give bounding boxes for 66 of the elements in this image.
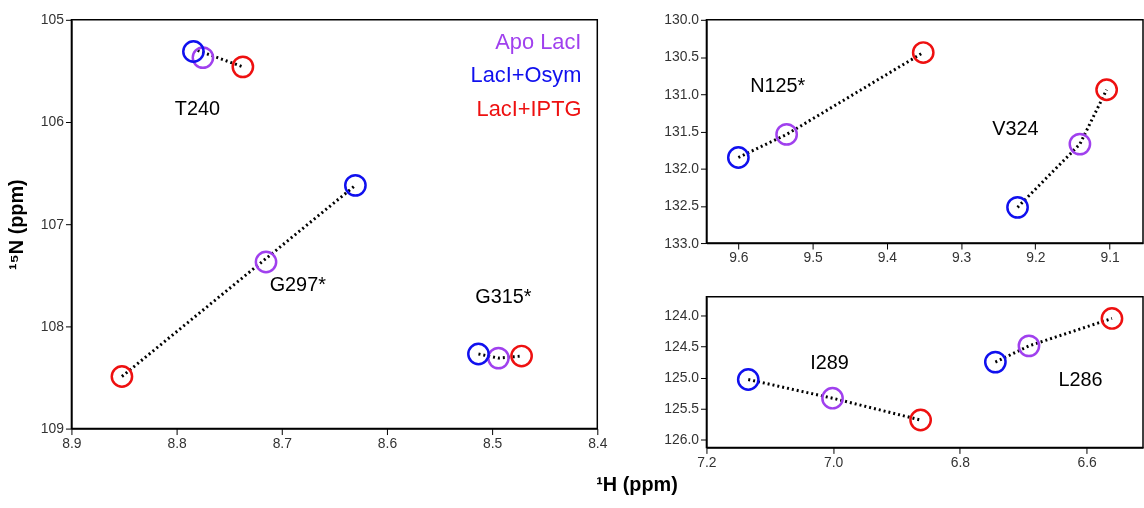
- x-tick-label: 8.5: [482, 434, 503, 451]
- point: [344, 173, 367, 197]
- text: LacI+IPTG: [476, 96, 582, 122]
- x-tick-label: 8.7: [272, 434, 293, 451]
- y-tick-label: 131.0: [664, 85, 700, 102]
- y-tick-label: 107: [40, 215, 65, 232]
- point: [1006, 195, 1029, 219]
- point: [231, 55, 255, 79]
- point: [487, 346, 510, 370]
- y-tick-label: 126.0: [664, 431, 700, 448]
- point: [1068, 132, 1092, 156]
- x-tick-label: 9.1: [1100, 249, 1121, 266]
- point: [1017, 334, 1041, 358]
- x-tick-label: 7.0: [824, 453, 844, 470]
- y-tick-label: 125.0: [664, 369, 700, 386]
- annotation: L286: [1058, 367, 1103, 390]
- annotation: G297*: [269, 272, 327, 295]
- annotation: G315*: [475, 284, 532, 307]
- text: LacI+Osym: [470, 62, 582, 88]
- annotation: I289: [810, 351, 849, 374]
- y-tick-label: 108: [40, 317, 65, 334]
- x-tick-label: 8.8: [167, 434, 188, 451]
- point: [1095, 78, 1119, 102]
- point: [1100, 307, 1124, 330]
- point: [726, 146, 750, 169]
- point: [254, 250, 278, 274]
- x-tick-label: 9.6: [729, 249, 749, 266]
- point: [510, 344, 533, 368]
- x-tick-label: 7.2: [697, 453, 717, 470]
- y-axis-title: ¹⁵N (ppm): [4, 179, 27, 271]
- annotation: N125*: [750, 73, 806, 96]
- y-tick-label: 125.5: [664, 400, 700, 417]
- point: [736, 368, 760, 391]
- point: [182, 40, 205, 63]
- point: [821, 386, 844, 410]
- x-tick-label: 6.6: [1077, 453, 1098, 470]
- x-tick-label: 9.4: [877, 249, 898, 266]
- y-tick-label: 132.5: [664, 197, 700, 214]
- x-tick-label: 6.8: [950, 453, 971, 470]
- x-tick-label: 8.4: [588, 434, 608, 451]
- y-tick-label: 133.0: [664, 234, 700, 251]
- x-tick-label: 8.6: [377, 434, 398, 451]
- point: [467, 342, 490, 366]
- y-tick-label: 124.0: [664, 306, 700, 323]
- y-tick-label: 106: [40, 113, 65, 130]
- x-axis-title: ¹H (ppm): [596, 473, 678, 496]
- y-tick-label: 130.0: [664, 11, 700, 28]
- y-tick-label: 124.5: [664, 337, 700, 354]
- annotation: V324: [992, 117, 1039, 140]
- y-tick-label: 130.5: [664, 48, 700, 65]
- y-tick-label: 105: [40, 11, 65, 28]
- x-tick-label: 9.3: [951, 249, 972, 266]
- point: [191, 46, 215, 70]
- annotation: T240: [174, 96, 221, 119]
- point: [775, 123, 799, 146]
- text: Apo LacI: [495, 28, 582, 54]
- y-tick-label: 109: [40, 420, 65, 437]
- y-tick-label: 132.0: [664, 160, 700, 177]
- x-tick-label: 9.2: [1026, 249, 1046, 266]
- point: [909, 408, 933, 432]
- x-tick-label: 8.9: [62, 434, 82, 451]
- point: [983, 350, 1007, 374]
- point: [911, 41, 935, 64]
- x-tick-label: 9.5: [803, 249, 824, 266]
- point: [110, 365, 134, 388]
- y-tick-label: 131.5: [664, 122, 700, 139]
